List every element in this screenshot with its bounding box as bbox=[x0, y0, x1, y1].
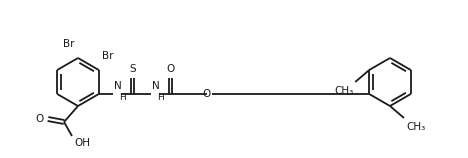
Text: S: S bbox=[130, 64, 136, 74]
Text: H: H bbox=[157, 92, 163, 101]
Text: N: N bbox=[114, 81, 122, 91]
Text: CH₃: CH₃ bbox=[334, 86, 353, 96]
Text: CH₃: CH₃ bbox=[406, 122, 425, 132]
Text: O: O bbox=[203, 89, 211, 99]
Text: O: O bbox=[36, 114, 44, 124]
Text: Br: Br bbox=[102, 51, 113, 61]
Text: Br: Br bbox=[64, 39, 75, 49]
Text: O: O bbox=[167, 64, 175, 74]
Text: H: H bbox=[119, 92, 125, 101]
Text: N: N bbox=[152, 81, 160, 91]
Text: OH: OH bbox=[74, 138, 90, 148]
